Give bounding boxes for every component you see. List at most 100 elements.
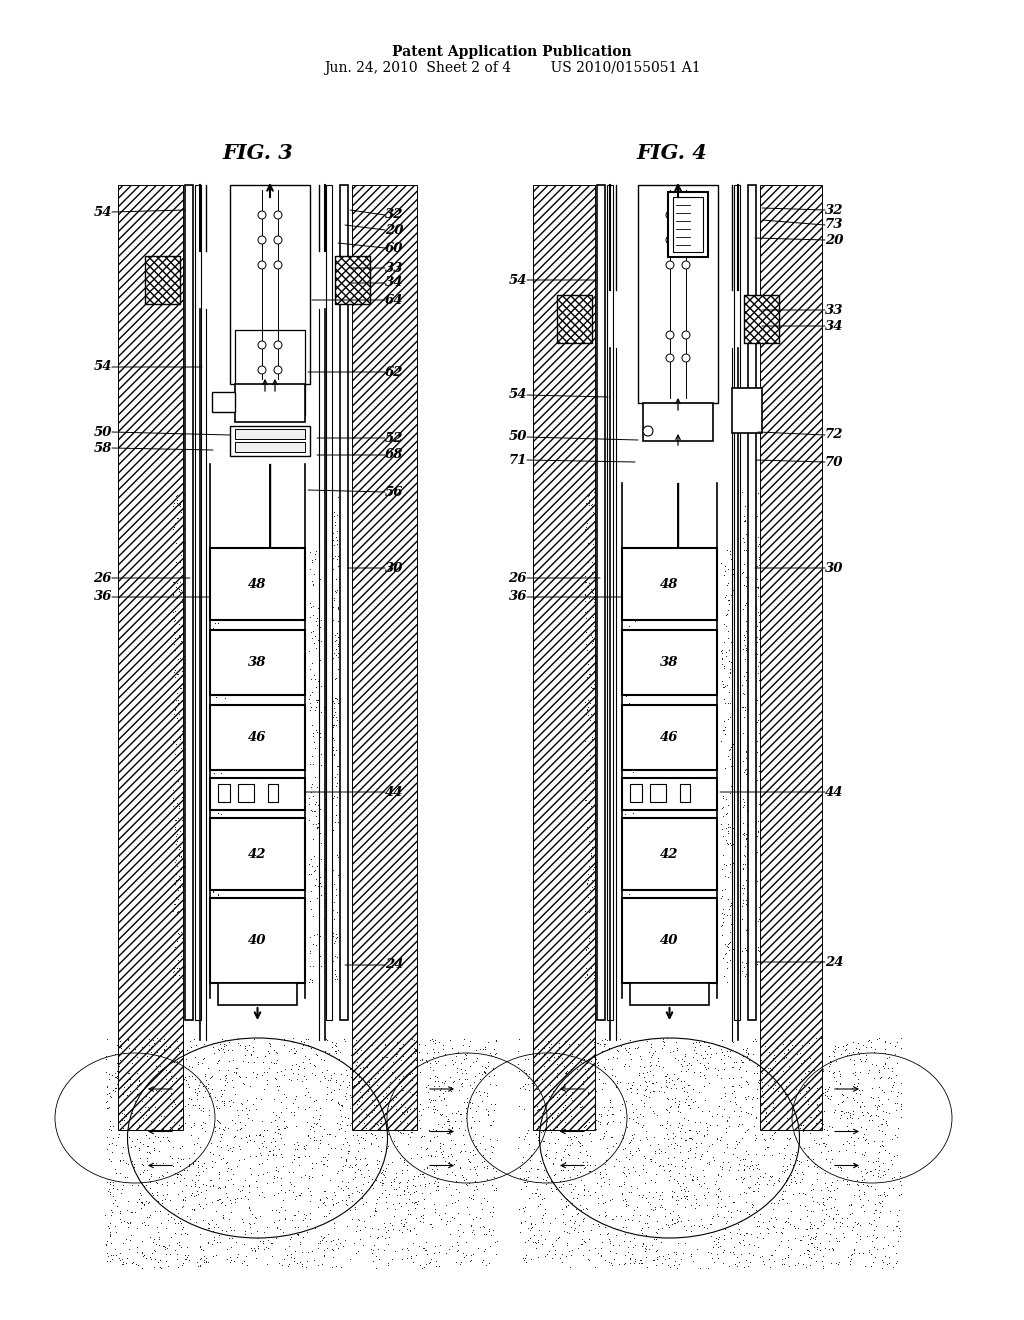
Point [350, 1239, 367, 1261]
Point [673, 1179, 689, 1200]
Point [695, 1032, 712, 1053]
Point [631, 1139, 647, 1160]
Point [324, 879, 340, 900]
Point [742, 706, 759, 727]
Point [590, 902, 606, 923]
Point [760, 1137, 776, 1158]
Point [270, 1209, 287, 1230]
Point [392, 1195, 409, 1216]
Point [251, 1154, 267, 1175]
Text: 52: 52 [385, 432, 403, 445]
Point [712, 1155, 728, 1176]
Point [169, 1086, 185, 1107]
Point [242, 1035, 258, 1056]
Point [858, 1162, 874, 1183]
Point [159, 1173, 175, 1195]
Point [253, 1089, 269, 1110]
Point [145, 1138, 162, 1159]
Point [729, 1222, 745, 1243]
Point [646, 1142, 663, 1163]
Point [246, 1130, 262, 1151]
Point [689, 1122, 706, 1143]
Point [380, 1233, 396, 1254]
Point [602, 1239, 618, 1261]
Point [544, 1106, 560, 1127]
Point [329, 845, 345, 866]
Point [175, 738, 191, 759]
Point [722, 661, 738, 682]
Point [304, 722, 321, 743]
Point [209, 789, 225, 810]
Point [737, 828, 754, 849]
Point [671, 1113, 687, 1134]
Point [761, 1111, 777, 1133]
Point [404, 1035, 421, 1056]
Point [751, 793, 767, 814]
Point [677, 1043, 693, 1064]
Point [274, 1189, 291, 1210]
Point [447, 1045, 464, 1067]
Point [227, 1057, 244, 1078]
Point [487, 1030, 504, 1051]
Point [319, 1071, 336, 1092]
Point [111, 1104, 127, 1125]
Point [303, 776, 319, 797]
Point [752, 1166, 768, 1187]
Point [593, 1237, 609, 1258]
Point [826, 1036, 843, 1057]
Point [206, 762, 222, 783]
Point [575, 1117, 592, 1138]
Point [268, 1115, 285, 1137]
Point [175, 519, 191, 540]
Point [106, 1063, 123, 1084]
Point [714, 640, 730, 661]
Point [112, 1203, 128, 1224]
Point [267, 1110, 284, 1131]
Point [382, 1072, 398, 1093]
Point [530, 1126, 547, 1147]
Point [178, 1246, 195, 1267]
Point [330, 1192, 346, 1213]
Point [646, 1102, 663, 1123]
Point [724, 1076, 740, 1097]
Point [585, 647, 601, 668]
Point [590, 701, 606, 722]
Point [876, 1164, 892, 1185]
Point [392, 1209, 409, 1230]
Point [200, 1213, 216, 1234]
Point [541, 1049, 557, 1071]
Point [485, 1220, 502, 1241]
Bar [234, 442, 305, 451]
Point [802, 1106, 818, 1127]
Point [474, 1055, 490, 1076]
Point [699, 1152, 716, 1173]
Point [741, 879, 758, 900]
Point [422, 1251, 438, 1272]
Point [161, 1234, 177, 1255]
Point [172, 533, 188, 554]
Point [318, 845, 335, 866]
Point [210, 1177, 226, 1199]
Point [176, 711, 193, 733]
Point [638, 1086, 654, 1107]
Point [562, 1134, 579, 1155]
Point [745, 645, 762, 667]
Point [796, 1242, 812, 1263]
Point [624, 814, 640, 836]
Point [736, 531, 753, 552]
Point [583, 1073, 599, 1094]
Point [627, 1038, 643, 1059]
Point [170, 771, 186, 792]
Point [660, 1101, 677, 1122]
Point [580, 870, 596, 891]
Point [221, 1217, 238, 1238]
Point [302, 669, 318, 690]
Point [100, 1180, 117, 1201]
Point [104, 1245, 121, 1266]
Point [731, 1105, 748, 1126]
Point [718, 1118, 734, 1139]
Point [579, 1199, 595, 1220]
Point [394, 1221, 411, 1242]
Point [194, 1238, 210, 1259]
Point [316, 941, 333, 962]
